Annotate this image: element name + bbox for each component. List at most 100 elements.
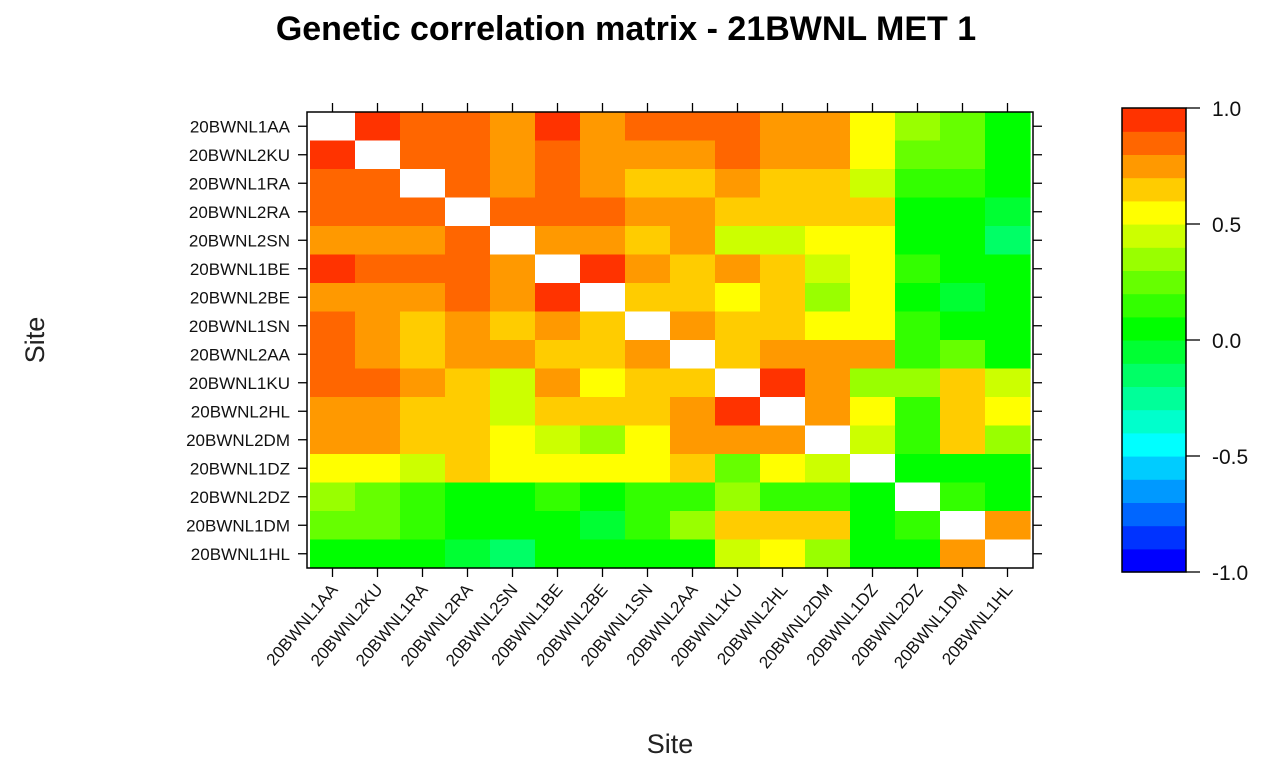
y-tick-label: 20BWNL1HL — [191, 545, 290, 564]
y-tick-label: 20BWNL2DM — [186, 431, 290, 450]
heatmap-cell — [535, 254, 581, 284]
heatmap-cell — [490, 482, 536, 512]
colorbar-swatch — [1122, 224, 1186, 248]
y-tick-label: 20BWNL2RA — [189, 203, 291, 222]
axis-ticks — [298, 103, 1042, 577]
heatmap-cell — [355, 454, 401, 484]
heatmap-cell — [715, 140, 761, 170]
heatmap-cell — [580, 169, 626, 199]
y-tick-label: 20BWNL2SN — [189, 231, 290, 250]
y-axis-label: Site — [20, 317, 50, 364]
heatmap-cell — [850, 283, 896, 313]
heatmap-cell — [985, 226, 1031, 256]
heatmap-cell — [715, 397, 761, 427]
heatmap-cell — [445, 112, 491, 142]
heatmap-cell — [535, 197, 581, 227]
heatmap-cell — [670, 226, 716, 256]
heatmap-cell — [445, 397, 491, 427]
heatmap-cell — [535, 397, 581, 427]
colorbar-swatch — [1122, 177, 1186, 202]
heatmap-cell — [985, 140, 1031, 170]
heatmap-cell — [400, 425, 446, 455]
heatmap-cell — [625, 140, 671, 170]
heatmap-cell — [490, 254, 536, 284]
heatmap-cell — [760, 368, 806, 398]
heatmap-cell — [355, 169, 401, 199]
heatmap-cell — [445, 311, 491, 341]
heatmap-cell — [490, 112, 536, 142]
colorbar-swatch — [1122, 456, 1186, 480]
heatmap-cell — [355, 425, 401, 455]
heatmap-cell — [805, 425, 851, 455]
heatmap-cell — [895, 311, 941, 341]
heatmap-cell — [580, 482, 626, 512]
colorbar-swatch — [1122, 316, 1186, 341]
heatmap-cell — [310, 283, 356, 313]
heatmap-cell — [805, 454, 851, 484]
heatmap-cell — [940, 425, 986, 455]
heatmap-cell — [625, 454, 671, 484]
heatmap-cell — [895, 425, 941, 455]
plot-frame — [306, 111, 1034, 569]
heatmap-cell — [850, 368, 896, 398]
heatmap-cell — [850, 482, 896, 512]
heatmap-cell — [715, 368, 761, 398]
colorbar-swatch — [1122, 548, 1186, 573]
heatmap-cell — [310, 140, 356, 170]
heatmap-cell — [985, 539, 1031, 569]
heatmap-cell — [985, 482, 1031, 512]
heatmap-cell — [445, 169, 491, 199]
heatmap-cell — [355, 539, 401, 569]
heatmap-cell — [400, 226, 446, 256]
y-tick-label: 20BWNL1SN — [189, 317, 290, 336]
heatmap-cell — [850, 140, 896, 170]
heatmap-cell — [670, 482, 716, 512]
y-tick-label: 20BWNL2AA — [190, 345, 291, 364]
heatmap-cell — [445, 254, 491, 284]
heatmap-cell — [580, 539, 626, 569]
heatmap-cell — [580, 397, 626, 427]
heatmap-cell — [310, 454, 356, 484]
heatmap-cell — [535, 539, 581, 569]
heatmap-cell — [985, 511, 1031, 541]
heatmap-cell — [805, 197, 851, 227]
colorbar-swatch — [1122, 131, 1186, 155]
colorbar-swatch — [1122, 409, 1186, 434]
heatmap-cell — [670, 169, 716, 199]
heatmap-cell — [310, 340, 356, 370]
heatmap-cell — [715, 425, 761, 455]
heatmap-cell — [445, 197, 491, 227]
y-tick-label: 20BWNL2KU — [189, 146, 290, 165]
heatmap-cell — [760, 482, 806, 512]
heatmap-cell — [400, 397, 446, 427]
heatmap-cell — [805, 226, 851, 256]
heatmap-cell — [625, 511, 671, 541]
colorbar-swatch — [1122, 502, 1186, 527]
heatmap-cell — [445, 226, 491, 256]
y-tick-label: 20BWNL1DZ — [190, 459, 290, 478]
heatmap-cell — [625, 197, 671, 227]
heatmap-cell — [445, 340, 491, 370]
heatmap-cell — [490, 397, 536, 427]
heatmap-cell — [625, 311, 671, 341]
heatmap-cell — [850, 112, 896, 142]
heatmap-cell — [940, 140, 986, 170]
heatmap-cell — [895, 340, 941, 370]
heatmap-cell — [445, 283, 491, 313]
heatmap-cell — [400, 169, 446, 199]
heatmap-cell — [985, 197, 1031, 227]
heatmap-cell — [715, 511, 761, 541]
heatmap-cell — [760, 226, 806, 256]
heatmap-cell — [670, 197, 716, 227]
heatmap-cell — [805, 311, 851, 341]
heatmap-cell — [985, 340, 1031, 370]
heatmap-cell — [490, 454, 536, 484]
heatmap-cell — [940, 254, 986, 284]
heatmap-cell — [895, 368, 941, 398]
heatmap-cell — [400, 112, 446, 142]
heatmap-cell — [895, 254, 941, 284]
heatmap-cell — [580, 226, 626, 256]
heatmap-cell — [715, 539, 761, 569]
heatmap-cell — [355, 340, 401, 370]
